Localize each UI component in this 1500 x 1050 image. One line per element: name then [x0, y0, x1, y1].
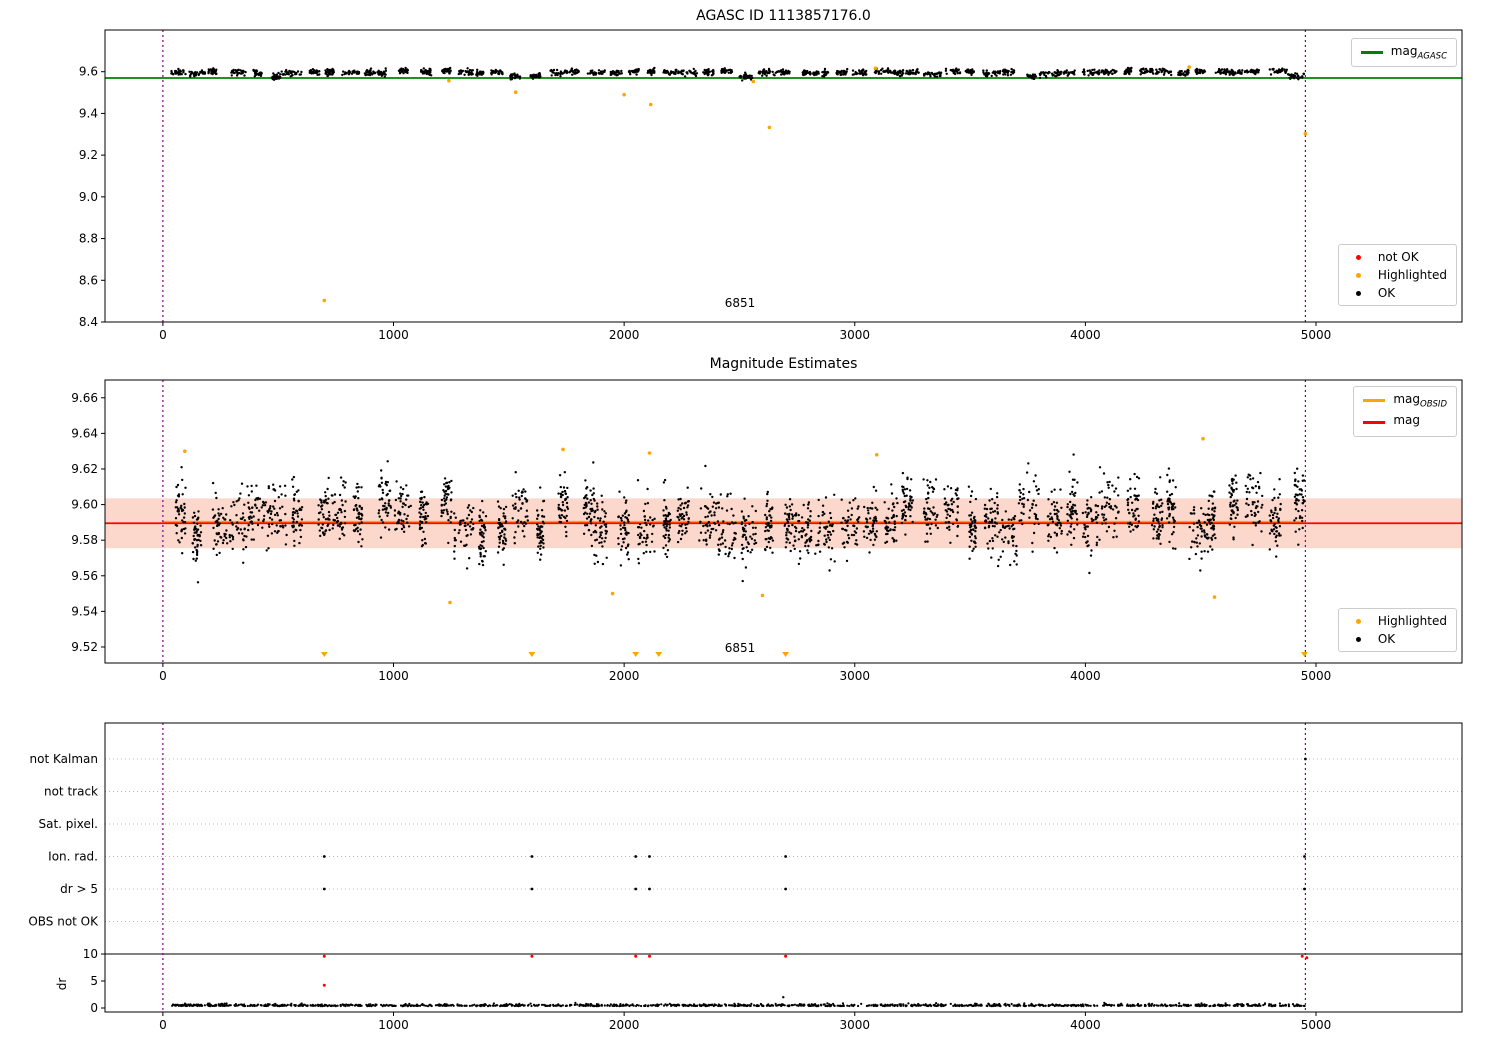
y-tick-label: 9.62 [71, 462, 98, 476]
dr-axis-ticks: 0 5 10 [83, 947, 105, 1015]
y-tick-label: 9.0 [79, 190, 98, 204]
category-label: not Kalman [30, 752, 98, 766]
plot1-axes-frame [104, 29, 1463, 323]
dr-tick-label: 5 [90, 974, 98, 988]
plot1-ok-points [170, 66, 1306, 82]
plot1-x-ticks: 0 1000 2000 3000 4000 5000 [159, 322, 1331, 342]
x-tick-label: 4000 [1070, 669, 1101, 683]
x-tick-label: 1000 [378, 1018, 409, 1032]
plot3-x-ticks: 0 1000 2000 3000 4000 5000 [159, 1012, 1331, 1032]
x-tick-label: 5000 [1301, 669, 1332, 683]
legend-item-ok: OK [1348, 632, 1447, 646]
plot2-title: Magnitude Estimates [709, 356, 858, 372]
legend-item-mag: mag [1363, 413, 1447, 430]
plot2-ok-points [174, 453, 1306, 584]
x-tick-label: 2000 [609, 328, 640, 342]
x-tick-label: 0 [159, 328, 167, 342]
plot3-axes-frame [104, 722, 1463, 1013]
category-label: Sat. pixel. [38, 817, 98, 831]
dr-not-ok-points [322, 954, 1309, 987]
obsid-annotation-plot1: 6851 [724, 296, 756, 310]
legend-label: magAGASC [1390, 44, 1447, 62]
highlighted-dot-swatch [1356, 272, 1362, 278]
x-tick-label: 3000 [839, 328, 870, 342]
x-tick-label: 3000 [839, 1018, 870, 1032]
y-tick-label: 9.4 [79, 106, 98, 120]
legend-item-mag-obsid: magOBSID [1363, 392, 1447, 409]
plot2-line-legend: magOBSID mag [1353, 386, 1457, 437]
plot1-marker-legend: not OK Highlighted OK [1337, 244, 1457, 306]
plot2-axes-frame [104, 379, 1463, 664]
x-tick-label: 4000 [1070, 328, 1101, 342]
legend-item-highlighted: Highlighted [1348, 268, 1447, 282]
y-tick-label: 9.6 [79, 65, 98, 79]
category-label: Ion. rad. [48, 850, 98, 864]
flag-category-labels: not Kalman not track Sat. pixel. Ion. rad. d… [28, 752, 99, 929]
x-tick-label: 2000 [609, 1018, 640, 1032]
y-tick-label: 9.56 [71, 569, 98, 583]
legend-item-mag-agasc: magAGASC [1360, 44, 1447, 62]
y-tick-label: 9.60 [71, 498, 98, 512]
highlighted-dot-swatch [1356, 618, 1362, 624]
x-tick-label: 5000 [1301, 328, 1332, 342]
plot1-highlighted-points [322, 65, 1308, 303]
plot2-highlighted-points [183, 436, 1217, 605]
legend-label: not OK [1377, 250, 1419, 264]
legend-label: OK [1377, 632, 1396, 646]
plot2-clipped-below-triangles [320, 652, 1308, 657]
mag-agasc-line-swatch [1360, 51, 1383, 55]
legend-label: Highlighted [1377, 268, 1447, 282]
dr-axis-label: dr [55, 978, 69, 991]
legend-label: magOBSID [1393, 392, 1447, 410]
legend-item-highlighted: Highlighted [1348, 614, 1447, 628]
mag-line-swatch [1363, 420, 1386, 424]
legend-label: OK [1377, 286, 1396, 300]
y-tick-label: 8.4 [79, 315, 98, 329]
legend-label: mag [1393, 413, 1421, 428]
dr-tick-label: 0 [90, 1001, 98, 1015]
y-tick-label: 9.58 [71, 533, 98, 547]
x-tick-label: 1000 [378, 328, 409, 342]
legend-item-ok: OK [1348, 286, 1447, 300]
y-tick-label: 9.66 [71, 391, 98, 405]
ok-dot-swatch [1356, 290, 1362, 296]
category-label: dr > 5 [60, 882, 98, 896]
y-tick-label: 8.8 [79, 232, 98, 246]
x-tick-label: 0 [159, 669, 167, 683]
plot2-marker-legend: Highlighted OK [1337, 608, 1457, 652]
x-tick-label: 3000 [839, 669, 870, 683]
flag-dots [322, 757, 1307, 891]
obsid-annotation-plot2: 6851 [724, 641, 756, 655]
y-tick-label: 9.52 [71, 640, 98, 654]
legend-item-not-ok: not OK [1348, 250, 1447, 264]
x-tick-label: 4000 [1070, 1018, 1101, 1032]
category-label: OBS not OK [28, 915, 99, 929]
x-tick-label: 5000 [1301, 1018, 1332, 1032]
y-tick-label: 9.2 [79, 148, 98, 162]
category-label: not track [44, 785, 98, 799]
mag-obsid-line-swatch [1363, 399, 1386, 403]
dr-ok-points [171, 996, 1306, 1008]
y-tick-label: 9.64 [71, 426, 98, 440]
not-ok-dot-swatch [1356, 254, 1362, 260]
plot2-x-ticks: 0 1000 2000 3000 4000 5000 [159, 663, 1331, 683]
plot1-y-ticks: 8.4 8.6 8.8 9.0 9.2 9.4 9.6 [79, 65, 105, 329]
y-tick-label: 8.6 [79, 273, 98, 287]
legend-label: Highlighted [1377, 614, 1447, 628]
y-tick-label: 9.54 [71, 604, 98, 618]
x-tick-label: 1000 [378, 669, 409, 683]
plot1-title: AGASC ID 1113857176.0 [696, 8, 871, 24]
x-tick-label: 0 [159, 1018, 167, 1032]
plot2-y-ticks: 9.52 9.54 9.56 9.58 9.60 9.62 9.64 9.66 [71, 391, 105, 654]
dr-tick-label: 10 [83, 947, 98, 961]
flag-row-gridlines [105, 758, 1462, 922]
ok-dot-swatch [1356, 636, 1362, 642]
x-tick-label: 2000 [609, 669, 640, 683]
plot1-line-legend: magAGASC [1350, 38, 1457, 68]
